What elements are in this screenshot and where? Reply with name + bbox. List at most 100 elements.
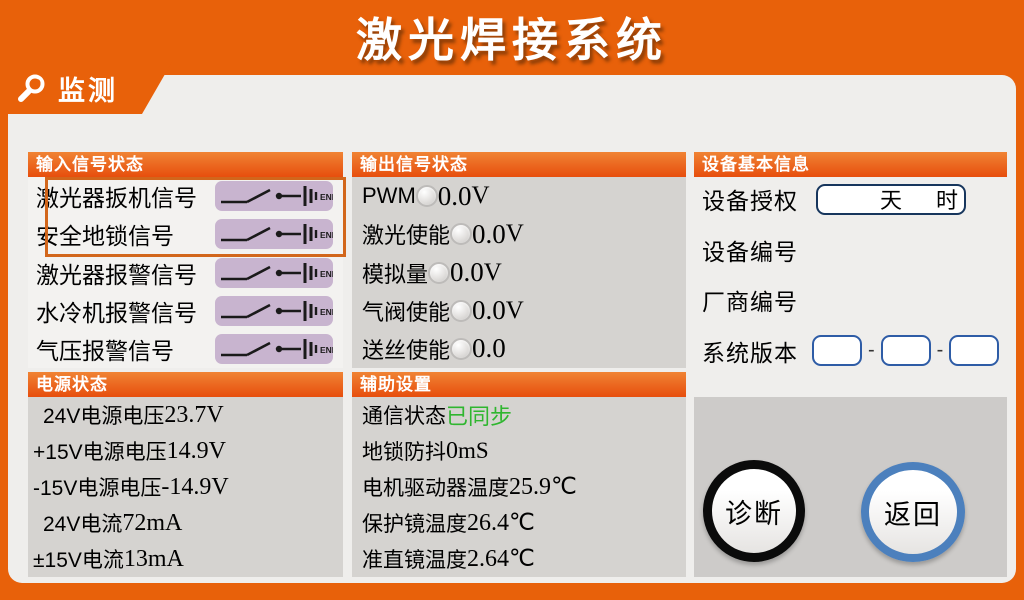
system-version-label: 系统版本: [702, 339, 798, 366]
device-auth-input[interactable]: 天 时: [816, 183, 966, 215]
table-row: -15V电源电压 -14.9 V: [28, 469, 343, 505]
vendor-number-row: 厂商编号: [694, 280, 1001, 320]
output-value: 0.0: [472, 333, 506, 364]
power-value: 23.7: [164, 401, 207, 428]
power-value: -14.9: [161, 473, 212, 500]
device-auth-label: 设备授权: [702, 188, 798, 214]
power-unit: V: [206, 401, 224, 428]
led-indicator-icon: [450, 299, 473, 322]
aux-unit: ℃: [509, 510, 535, 535]
output-value: 0.0: [472, 218, 506, 249]
svg-text:END: END: [320, 345, 333, 355]
power-label: ±15V电流: [33, 549, 124, 572]
output-label: PWM: [362, 183, 416, 209]
aux-unit: ℃: [551, 474, 577, 499]
table-row: 准直镜温度 2.64 ℃: [352, 541, 686, 577]
table-row: 保护镜温度 26.4 ℃: [352, 505, 686, 541]
output-value: 0.0: [472, 295, 506, 326]
power-label: -15V电源电压: [33, 477, 162, 500]
aux-label: 保护镜温度: [362, 513, 467, 536]
table-row: 水冷机报警信号 END: [28, 292, 343, 330]
led-indicator-icon: [450, 337, 473, 360]
version-field-1[interactable]: [812, 335, 862, 367]
signal-label: 激光器扳机信号: [36, 185, 197, 212]
diagnose-button[interactable]: 诊断: [703, 460, 805, 562]
output-unit: V: [483, 258, 502, 286]
output-unit: V: [471, 182, 490, 210]
led-indicator-icon: [450, 223, 473, 246]
vendor-number-label: 厂商编号: [702, 289, 798, 316]
switch-circuit-icon: END: [215, 295, 333, 326]
power-label: 24V电源电压: [43, 405, 165, 428]
power-status-rows: 24V电源电压 23.7 V +15V电源电压 14.9 V -15V电源电压 …: [28, 397, 343, 577]
version-separator: -: [868, 339, 875, 362]
table-row: 电机驱动器温度 25.9 ℃: [352, 469, 686, 505]
led-indicator-icon: [415, 185, 438, 208]
aux-unit: mS: [458, 438, 489, 463]
output-label: 模拟量: [362, 261, 429, 287]
input-signals-rows: 激光器扳机信号 END: [28, 177, 343, 368]
power-value: 13: [123, 545, 148, 572]
auth-hours-unit: 时: [935, 188, 958, 213]
table-row: 24V电流 72 mA: [28, 505, 343, 541]
table-row: 激光器扳机信号 END: [28, 177, 343, 215]
table-row: 24V电源电压 23.7 V: [28, 397, 343, 433]
device-number-row: 设备编号: [694, 230, 1001, 270]
output-signals-rows: PWM 0.0 V 激光使能 0.0 V 模拟量 0.0 V: [352, 177, 686, 368]
device-auth-row: 设备授权 天 时: [694, 179, 1001, 219]
device-number-label: 设备编号: [702, 238, 798, 265]
power-unit: V: [208, 437, 226, 464]
table-row: +15V电源电压 14.9 V: [28, 433, 343, 469]
switch-circuit-icon: END: [215, 219, 333, 250]
tab-monitor[interactable]: 监测: [0, 62, 172, 114]
back-button[interactable]: 返回: [861, 462, 965, 562]
comm-status-value: 已同步: [446, 404, 513, 429]
aux-value: 2.64: [467, 545, 509, 572]
version-field-3[interactable]: [949, 335, 1000, 367]
table-row: 送丝使能 0.0: [352, 330, 686, 368]
table-row: 模拟量 0.0 V: [352, 253, 686, 291]
content-panel: 输入信号状态 激光器扳机信号 END: [8, 75, 1016, 583]
tab-monitor-label: 监测: [58, 75, 118, 106]
table-row: 激光使能 0.0 V: [352, 215, 686, 253]
aux-value: 0: [446, 437, 458, 464]
output-signals-header: 输出信号状态: [352, 152, 686, 177]
table-row: 通信状态 已同步: [352, 397, 686, 433]
table-row: 气压报警信号 END: [28, 330, 343, 368]
table-row: ±15V电流 13 mA: [28, 541, 343, 577]
output-unit: V: [505, 296, 524, 324]
table-row: 地锁防抖 0 mS: [352, 433, 686, 469]
power-unit: mA: [147, 545, 184, 572]
page-title: 激光焊接系统: [356, 14, 668, 66]
input-signals-header: 输入信号状态: [28, 152, 343, 177]
aux-label: 电机驱动器温度: [362, 477, 509, 500]
system-version-inputs: - -: [812, 335, 1000, 367]
svg-text:END: END: [320, 307, 333, 317]
version-separator: -: [936, 339, 944, 362]
signal-label: 水冷机报警信号: [36, 299, 197, 326]
svg-text:END: END: [320, 230, 333, 240]
output-label: 气阀使能: [362, 299, 451, 325]
action-area: 诊断 返回: [694, 397, 1007, 577]
svg-text:END: END: [320, 269, 333, 279]
magnifier-icon: [16, 72, 48, 104]
output-label: 送丝使能: [362, 337, 451, 363]
aux-settings-rows: 通信状态 已同步 地锁防抖 0 mS 电机驱动器温度 25.9 ℃ 保护镜温度 …: [352, 397, 686, 577]
signal-label: 安全地锁信号: [36, 223, 174, 250]
aux-label: 通信状态: [362, 405, 446, 428]
table-row: 激光器报警信号 END: [28, 253, 343, 291]
power-unit: mA: [146, 509, 183, 536]
output-value: 0.0: [450, 257, 484, 287]
svg-text:END: END: [320, 192, 333, 202]
output-value: 0.0: [437, 180, 472, 211]
switch-circuit-icon: END: [215, 181, 333, 212]
power-label: +15V电源电压: [33, 441, 167, 464]
auth-days-unit: 天: [879, 188, 902, 213]
power-label: 24V电流: [43, 513, 123, 536]
switch-circuit-icon: END: [215, 257, 333, 288]
device-info-header: 设备基本信息: [694, 152, 1007, 177]
version-field-2[interactable]: [880, 335, 931, 367]
aux-label: 准直镜温度: [362, 549, 467, 572]
power-status-header: 电源状态: [28, 372, 343, 397]
